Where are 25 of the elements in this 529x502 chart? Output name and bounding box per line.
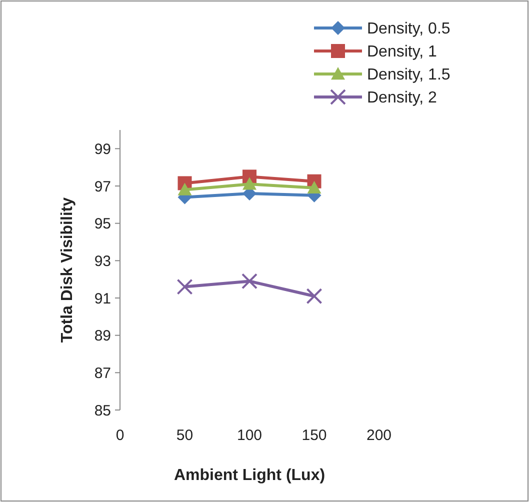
point: [242, 177, 256, 190]
y-tick-label: 89: [94, 328, 111, 345]
y-tick-label: 87: [94, 364, 111, 382]
y-tick-label: 91: [94, 290, 111, 308]
point: [307, 180, 322, 194]
x-tick-label: 0: [116, 427, 124, 444]
x-tick-label: 150: [302, 427, 327, 444]
legend-label: Density, 2: [367, 90, 438, 107]
point: [306, 288, 322, 304]
legend-label: Density, 1: [367, 44, 438, 61]
y-tick-label: 97: [94, 178, 111, 196]
point: [178, 182, 192, 196]
point: [176, 278, 193, 295]
x-axis-title: Ambient Light (Lux): [174, 467, 326, 484]
point: [242, 273, 258, 290]
y-tick-label: 85: [94, 402, 111, 420]
y-axis-title: Totla Disk Visibility: [59, 197, 76, 343]
x-tick-label: 100: [236, 427, 262, 444]
y-tick-label: 95: [94, 216, 111, 233]
x-tick-label: 200: [366, 427, 392, 444]
legend-label: Density, 1.5: [367, 66, 450, 84]
x-tick-label: 50: [176, 427, 194, 444]
legend-label: Density, 0.5: [367, 20, 450, 38]
y-tick-label: 93: [94, 252, 111, 270]
y-tick-label: 99: [94, 140, 111, 158]
